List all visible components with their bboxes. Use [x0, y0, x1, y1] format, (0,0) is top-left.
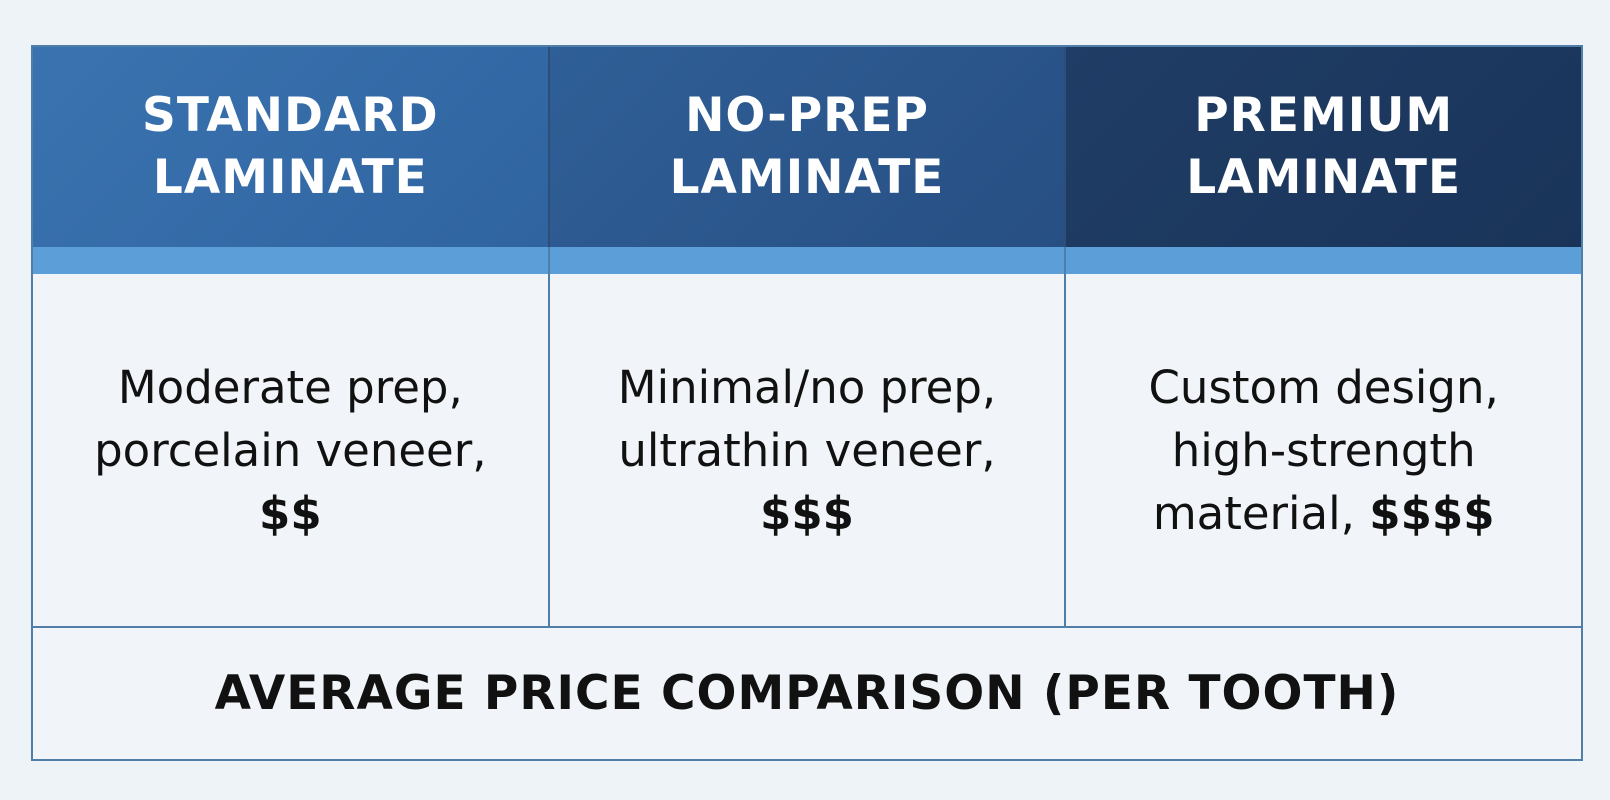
header-standard-laminate: STANDARD LAMINATE [33, 47, 548, 247]
description-row: Moderate prep, porcelain veneer, $$ Mini… [33, 274, 1581, 628]
description-no-prep: Minimal/no prep, ultrathin veneer, [617, 360, 997, 477]
accent-strip-cell [1064, 247, 1582, 274]
price-standard: $$ [259, 486, 322, 540]
header-row: STANDARD LAMINATE NO-PREP LAMINATE PREMI… [33, 47, 1582, 247]
accent-strip-cell [547, 247, 1065, 274]
table-caption: AVERAGE PRICE COMPARISON (PER TOOTH) [214, 666, 1400, 721]
cell-standard-laminate: Moderate prep, porcelain veneer, $$ [33, 274, 548, 626]
accent-strip-cell [33, 247, 548, 274]
cell-premium-laminate: Custom design, high-strength material, $… [1064, 274, 1581, 626]
price-no-prep: $$$ [760, 486, 854, 540]
accent-strip [33, 247, 1582, 274]
header-no-prep-laminate: NO-PREP LAMINATE [547, 47, 1065, 247]
cell-content: Minimal/no prep, ultrathin veneer, $$$ [597, 356, 1017, 545]
price-comparison-table: STANDARD LAMINATE NO-PREP LAMINATE PREMI… [31, 45, 1583, 761]
cell-content: Custom design, high-strength material, $… [1134, 356, 1514, 545]
cell-content: Moderate prep, porcelain veneer, $$ [90, 356, 490, 545]
header-premium-laminate: PREMIUM LAMINATE [1064, 47, 1582, 247]
description-premium: Custom design, high-strength material, [1148, 360, 1499, 540]
price-premium: $$$$ [1369, 486, 1495, 540]
cell-no-prep-laminate: Minimal/no prep, ultrathin veneer, $$$ [547, 274, 1065, 626]
description-standard: Moderate prep, porcelain veneer, [94, 360, 487, 477]
